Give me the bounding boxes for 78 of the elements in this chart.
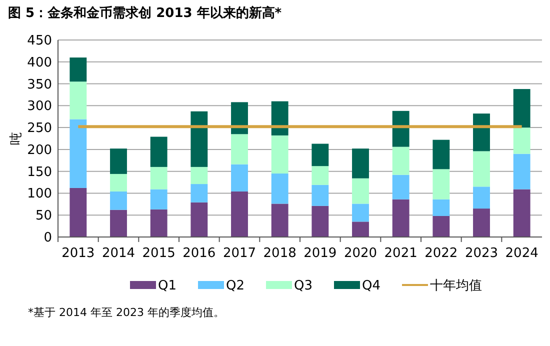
bar bbox=[271, 204, 288, 237]
bar bbox=[110, 210, 127, 237]
legend-label: Q2 bbox=[226, 278, 245, 294]
x-tick-label: 2021 bbox=[384, 246, 418, 261]
bar bbox=[513, 89, 530, 128]
bar bbox=[312, 166, 329, 185]
x-tick-label: 2015 bbox=[142, 246, 176, 261]
bar bbox=[150, 189, 168, 210]
bar bbox=[513, 189, 530, 237]
bar bbox=[312, 206, 329, 237]
bar bbox=[70, 119, 87, 188]
bar bbox=[312, 184, 329, 206]
y-tick-label: 300 bbox=[27, 99, 52, 114]
y-tick-label: 100 bbox=[27, 186, 52, 202]
bar bbox=[473, 186, 490, 209]
legend-label: 十年均值 bbox=[430, 278, 482, 294]
bar bbox=[231, 191, 248, 237]
bar bbox=[432, 216, 450, 237]
bar bbox=[432, 140, 450, 170]
bar bbox=[110, 148, 127, 174]
bar bbox=[392, 199, 410, 237]
bar bbox=[271, 135, 288, 174]
bar bbox=[150, 136, 168, 167]
x-tick-label: 2016 bbox=[182, 246, 216, 261]
x-tick-label: 2024 bbox=[505, 246, 538, 261]
bar bbox=[190, 166, 208, 184]
bar bbox=[150, 166, 168, 190]
bar bbox=[432, 169, 450, 200]
bar bbox=[231, 164, 248, 192]
bar bbox=[392, 146, 410, 175]
bar bbox=[70, 82, 87, 120]
x-tick-label: 2013 bbox=[62, 246, 95, 261]
bar bbox=[473, 151, 490, 187]
bar bbox=[352, 204, 369, 222]
bar bbox=[150, 209, 168, 237]
x-tick-label: 2023 bbox=[464, 246, 498, 261]
bar bbox=[352, 178, 369, 204]
bar bbox=[271, 101, 288, 136]
y-tick-label: 250 bbox=[27, 121, 52, 136]
x-tick-label: 2014 bbox=[102, 246, 136, 261]
bar bbox=[352, 148, 369, 178]
y-tick-label: 350 bbox=[27, 77, 52, 92]
legend-label: Q3 bbox=[294, 278, 313, 294]
legend-label: Q1 bbox=[158, 278, 177, 294]
bar bbox=[513, 154, 530, 190]
x-tick-label: 2017 bbox=[222, 246, 256, 261]
y-tick-label: 50 bbox=[35, 208, 52, 224]
x-tick-label: 2018 bbox=[263, 246, 296, 261]
legend-label: Q4 bbox=[362, 278, 381, 294]
bar bbox=[473, 208, 490, 237]
x-tick-label: 2022 bbox=[424, 246, 458, 261]
y-tick-label: 150 bbox=[27, 164, 52, 180]
bar bbox=[392, 174, 410, 200]
chart-title: 图 5：金条和金币需求创 2013 年以来的新高* bbox=[8, 5, 282, 21]
bar bbox=[312, 144, 329, 166]
y-tick-label: 200 bbox=[27, 142, 52, 158]
bar bbox=[70, 188, 87, 237]
bar bbox=[473, 114, 490, 152]
bar bbox=[231, 102, 248, 134]
bar bbox=[432, 199, 450, 216]
bar bbox=[352, 222, 369, 237]
y-tick-label: 400 bbox=[27, 55, 52, 70]
bar bbox=[70, 58, 87, 82]
x-tick-label: 2019 bbox=[304, 246, 337, 261]
bar bbox=[271, 174, 288, 204]
y-axis-title: 吨 bbox=[9, 132, 24, 145]
bar bbox=[190, 202, 208, 237]
bar bbox=[231, 134, 248, 164]
bar bbox=[190, 111, 208, 167]
text: *基于 2014 年至 2023 年的季度均值。 bbox=[28, 306, 224, 319]
y-tick-label: 450 bbox=[27, 34, 52, 48]
bar bbox=[190, 184, 208, 202]
bar bbox=[392, 110, 410, 147]
bar bbox=[110, 191, 127, 210]
bar bbox=[110, 174, 127, 192]
x-tick-label: 2020 bbox=[344, 246, 378, 261]
y-tick-label: 0 bbox=[44, 230, 52, 246]
bar bbox=[513, 128, 530, 154]
